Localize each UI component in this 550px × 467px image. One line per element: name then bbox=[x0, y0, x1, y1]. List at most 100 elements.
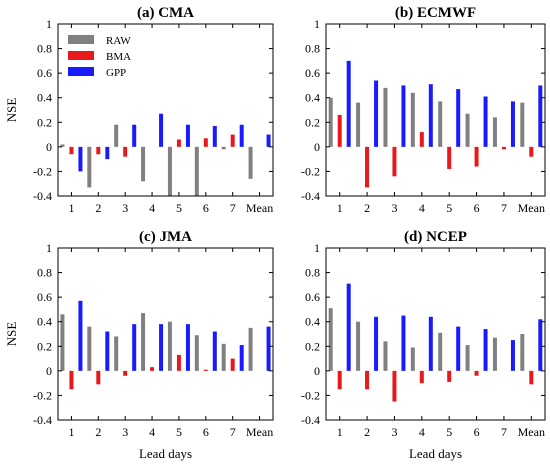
bar-bma-3 bbox=[123, 370, 128, 376]
y-tick-label: 0.6 bbox=[305, 66, 320, 80]
bar-bma-4 bbox=[150, 367, 155, 371]
bar-gpp-1 bbox=[78, 300, 83, 371]
y-tick-label: 1 bbox=[314, 241, 320, 255]
chart-title: (a) CMA bbox=[137, 5, 194, 21]
bar-raw-6 bbox=[194, 335, 199, 371]
bar-raw-5 bbox=[438, 101, 443, 147]
y-tick-label: 0.4 bbox=[305, 315, 320, 329]
panel-ncep: 1 0.8 0.6 0.4 0.2 0 -0.2 -0.4 1 2 3 4 5 6 7 Mean (d) NCE… bbox=[301, 229, 546, 461]
x-tick-label: 5 bbox=[176, 425, 182, 439]
legend-label-gpp: GPP bbox=[106, 67, 126, 79]
bar-bma-2 bbox=[96, 146, 101, 155]
chart-title: (d) NCEP bbox=[404, 229, 467, 245]
x-tick-label: 2 bbox=[95, 425, 101, 439]
bar-gpp-7 bbox=[239, 124, 244, 147]
bar-gpp-3 bbox=[132, 124, 137, 147]
bar-gpp-4 bbox=[159, 324, 164, 371]
y-tick-label: 0.2 bbox=[305, 115, 320, 129]
bar-gpp-1 bbox=[78, 146, 83, 172]
x-tick-label: Mean bbox=[246, 425, 273, 439]
bar-gpp-5 bbox=[456, 326, 461, 371]
y-tick-label: 0.6 bbox=[37, 66, 52, 80]
bar-bma-7 bbox=[230, 134, 235, 147]
legend-swatch-raw bbox=[68, 35, 94, 44]
legend-swatch-gpp bbox=[68, 67, 94, 76]
legend-label-bma: BMA bbox=[106, 51, 131, 63]
x-axis-label: Lead days bbox=[139, 446, 192, 461]
y-tick-label: 0.8 bbox=[37, 266, 52, 280]
y-tick-label: 0.6 bbox=[37, 290, 52, 304]
bar-raw-3 bbox=[383, 87, 388, 147]
bar-gpp-2 bbox=[374, 316, 379, 371]
x-tick-label: 7 bbox=[501, 425, 507, 439]
y-tick-label: 1 bbox=[46, 17, 52, 31]
bar-bma-7 bbox=[501, 146, 506, 150]
bar-gpp-1 bbox=[346, 283, 351, 371]
y-tick-label: -0.4 bbox=[301, 189, 320, 203]
legend: RAW BMA GPP bbox=[68, 35, 131, 79]
bar-raw-7 bbox=[492, 337, 497, 371]
y-tick-label: 0.4 bbox=[37, 315, 52, 329]
chart-title: (c) JMA bbox=[139, 229, 192, 245]
bar-bma-1 bbox=[69, 370, 74, 390]
y-tick-label: 1 bbox=[314, 17, 320, 31]
bar-raw-3 bbox=[114, 124, 119, 147]
x-axis-label: Lead days bbox=[409, 446, 462, 461]
panel-jma: 1 0.8 0.6 0.4 0.2 0 -0.2 -0.4 1 2 3 4 5 6 7 Mean (c) JMA… bbox=[4, 229, 274, 461]
x-tick-label: 6 bbox=[203, 425, 209, 439]
y-tick-label: 0.2 bbox=[37, 339, 52, 353]
bar-gpp-6 bbox=[483, 329, 488, 371]
y-tick-label: 0.2 bbox=[37, 115, 52, 129]
y-tick-label: 0.6 bbox=[305, 290, 320, 304]
y-tick-label: -0.2 bbox=[33, 388, 52, 402]
bar-gpp-3 bbox=[132, 324, 137, 371]
bar-raw-5 bbox=[167, 321, 172, 371]
bar-raw-6 bbox=[465, 345, 470, 371]
bar-raw-1 bbox=[328, 97, 333, 147]
bar-raw-3 bbox=[383, 341, 388, 371]
bar-gpp-7 bbox=[510, 340, 515, 371]
bar-bma-6 bbox=[203, 138, 208, 147]
legend-label-raw: RAW bbox=[106, 35, 131, 47]
chart-title: (b) ECMWF bbox=[395, 5, 476, 21]
bar-bma-7 bbox=[230, 358, 235, 371]
bar-raw-7 bbox=[492, 117, 497, 147]
bar-raw-4 bbox=[410, 92, 415, 147]
plot-frame bbox=[325, 247, 546, 421]
y-tick-label: -0.2 bbox=[301, 164, 320, 178]
x-tick-label: 3 bbox=[391, 201, 397, 215]
bar-raw-5 bbox=[167, 146, 172, 196]
bar-raw-6 bbox=[465, 113, 470, 147]
y-tick-label: 0.4 bbox=[37, 91, 52, 105]
x-tick-label: 5 bbox=[446, 201, 452, 215]
bar-bma-2 bbox=[365, 370, 370, 390]
bar-raw-7 bbox=[221, 146, 226, 150]
plot-frame bbox=[325, 23, 546, 197]
bar-bma-5 bbox=[447, 370, 452, 382]
y-axis-label: NSE bbox=[4, 322, 19, 347]
x-tick-label: Mean bbox=[246, 201, 273, 215]
x-tick-label: 1 bbox=[337, 425, 343, 439]
bar-bma-2 bbox=[365, 146, 370, 188]
bar-bma-6 bbox=[203, 369, 208, 371]
bar-raw-4 bbox=[141, 146, 146, 182]
bar-raw-3 bbox=[114, 336, 119, 371]
x-tick-label: Mean bbox=[518, 201, 545, 215]
x-tick-label: 6 bbox=[203, 201, 209, 215]
bar-gpp-4 bbox=[428, 316, 433, 371]
y-tick-label: -0.4 bbox=[33, 413, 52, 427]
x-tick-label: 4 bbox=[149, 201, 155, 215]
y-tick-label: 0.8 bbox=[305, 42, 320, 56]
bar-bma-3 bbox=[392, 370, 397, 402]
bar-gpp-6 bbox=[212, 331, 217, 371]
bar-gpp-2 bbox=[374, 80, 379, 147]
x-tick-label: 1 bbox=[68, 425, 74, 439]
y-tick-label: 1 bbox=[46, 241, 52, 255]
y-tick-label: 0.2 bbox=[305, 339, 320, 353]
y-tick-label: 0.4 bbox=[305, 91, 320, 105]
x-tick-label: 3 bbox=[122, 201, 128, 215]
bar-gpp-4 bbox=[428, 84, 433, 147]
bar-gpp-6 bbox=[212, 125, 217, 147]
bar-gpp-7 bbox=[239, 345, 244, 371]
